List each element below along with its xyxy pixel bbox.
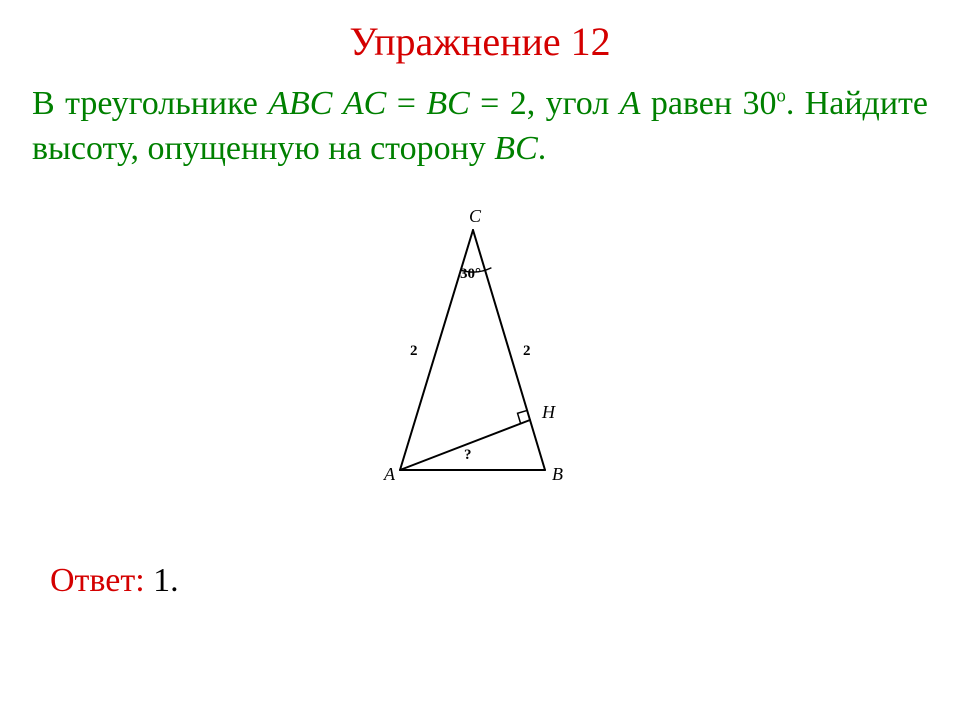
triangle-figure: A B C H 2 2 30°?: [370, 210, 590, 500]
svg-text:B: B: [552, 464, 563, 484]
problem-statement: В треугольнике ABC AC = BC = 2, угол A р…: [32, 82, 928, 172]
exercise-title: Упражнение 12: [0, 18, 960, 65]
svg-text:2: 2: [523, 343, 531, 359]
answer-value: 1.: [153, 562, 179, 599]
svg-text:C: C: [469, 210, 482, 226]
answer: Ответ: 1.: [50, 562, 179, 600]
answer-label: Ответ:: [50, 562, 153, 599]
svg-text:2: 2: [410, 343, 418, 359]
svg-text:30°: 30°: [460, 266, 481, 282]
svg-text:A: A: [383, 464, 396, 484]
svg-text:H: H: [541, 402, 556, 422]
slide: Упражнение 12 В треугольнике ABC AC = BC…: [0, 0, 960, 720]
svg-text:?: ?: [464, 447, 472, 463]
